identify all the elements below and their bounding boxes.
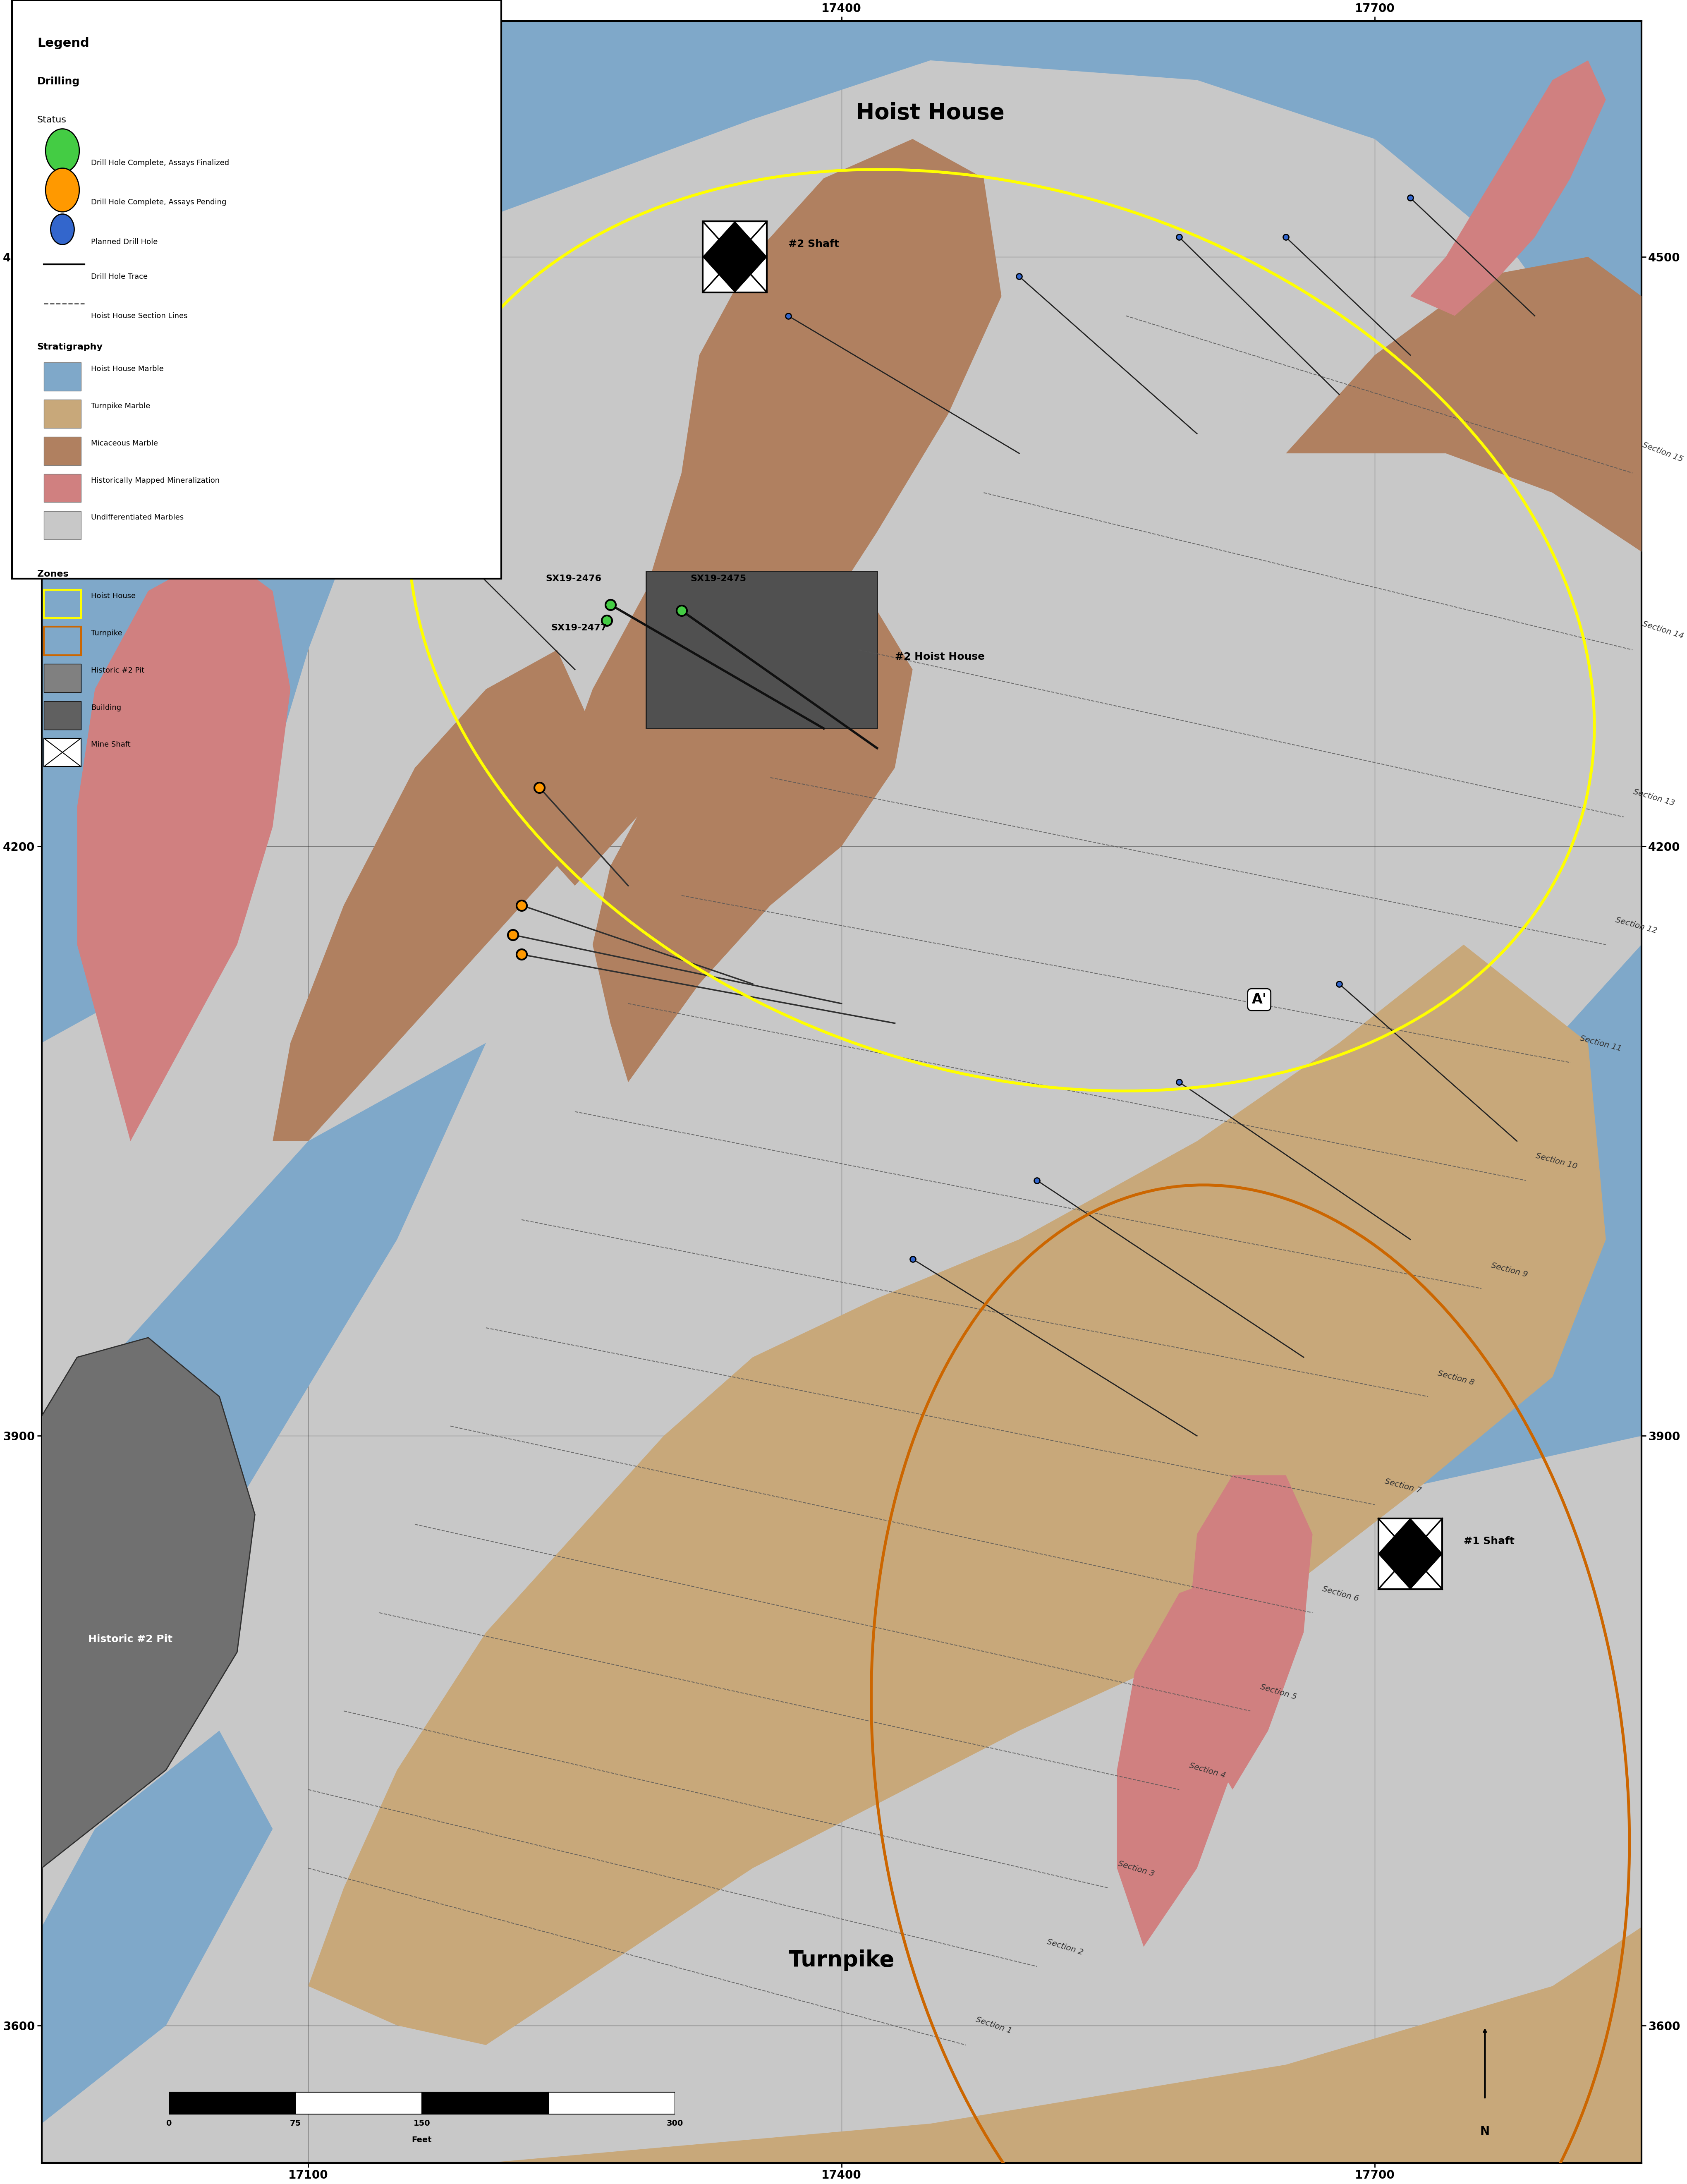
Text: Stratigraphy: Stratigraphy — [37, 343, 103, 352]
Bar — [1378, 1518, 1442, 1590]
Polygon shape — [309, 946, 1606, 2044]
Bar — [169, 2092, 295, 2114]
Bar — [548, 2092, 675, 2114]
Polygon shape — [273, 651, 592, 1140]
Text: Mine Shaft: Mine Shaft — [91, 740, 130, 749]
Text: Drill Hole Trace: Drill Hole Trace — [91, 273, 148, 280]
Text: Planned Drill Hole: Planned Drill Hole — [91, 238, 159, 245]
Polygon shape — [42, 1730, 273, 2123]
Text: Section 5: Section 5 — [1259, 1684, 1297, 1701]
Text: A: A — [435, 463, 447, 476]
Text: Section 15: Section 15 — [1641, 441, 1684, 463]
FancyBboxPatch shape — [646, 572, 877, 729]
Polygon shape — [1285, 258, 1641, 553]
Text: #2 Shaft: #2 Shaft — [788, 240, 838, 249]
Polygon shape — [42, 1337, 255, 1867]
Text: #2 Hoist House: #2 Hoist House — [894, 651, 985, 662]
Text: Section 4: Section 4 — [1188, 1762, 1226, 1780]
Bar — [703, 221, 766, 293]
Text: N: N — [1479, 2125, 1490, 2138]
Text: Turnpike: Turnpike — [788, 1950, 894, 1970]
Text: Section 14: Section 14 — [1641, 620, 1684, 640]
Text: #1 Shaft: #1 Shaft — [1463, 1535, 1515, 1546]
Text: Section 2: Section 2 — [1046, 1937, 1085, 1957]
Polygon shape — [486, 1926, 1641, 2162]
Text: SX19-2476: SX19-2476 — [545, 574, 601, 583]
Text: Turnpike Marble: Turnpike Marble — [91, 402, 150, 411]
Text: Section 10: Section 10 — [1535, 1151, 1577, 1171]
Text: Section 11: Section 11 — [1579, 1035, 1623, 1053]
Text: Historic #2 Pit: Historic #2 Pit — [91, 666, 145, 675]
Polygon shape — [42, 22, 1641, 1044]
Text: Section 3: Section 3 — [1117, 1859, 1156, 1878]
Text: 75: 75 — [290, 2118, 300, 2127]
Polygon shape — [1410, 61, 1606, 317]
Text: Legend: Legend — [37, 37, 89, 48]
Text: Section 9: Section 9 — [1490, 1262, 1528, 1278]
Text: SX19-2477: SX19-2477 — [552, 625, 607, 631]
Text: Section 12: Section 12 — [1614, 915, 1658, 935]
Polygon shape — [78, 553, 290, 1140]
Text: Section 1: Section 1 — [975, 2016, 1012, 2035]
Polygon shape — [1378, 1518, 1442, 1590]
Text: Historically Mapped Mineralization: Historically Mapped Mineralization — [91, 476, 219, 485]
Text: Zones: Zones — [37, 570, 69, 579]
Text: 150: 150 — [413, 2118, 430, 2127]
Polygon shape — [42, 22, 1641, 2162]
Text: Historic #2 Pit: Historic #2 Pit — [88, 1634, 172, 1645]
Text: Undifferentiated Marbles: Undifferentiated Marbles — [91, 513, 184, 522]
Bar — [422, 2092, 548, 2114]
Text: Hoist House: Hoist House — [91, 592, 137, 601]
Text: Status: Status — [37, 116, 66, 124]
Polygon shape — [42, 1455, 165, 1828]
Text: Drill Hole Complete, Assays Finalized: Drill Hole Complete, Assays Finalized — [91, 159, 229, 166]
Polygon shape — [42, 1044, 486, 1631]
Text: Drill Hole Complete, Assays Pending: Drill Hole Complete, Assays Pending — [91, 199, 226, 205]
Text: Section 8: Section 8 — [1437, 1369, 1474, 1387]
Polygon shape — [540, 140, 1000, 887]
Text: Section 13: Section 13 — [1631, 788, 1675, 808]
Text: Section 6: Section 6 — [1321, 1586, 1360, 1603]
Bar — [295, 2092, 422, 2114]
Text: Hoist House Section Lines: Hoist House Section Lines — [91, 312, 187, 319]
Text: A': A' — [1252, 994, 1267, 1007]
Text: Building: Building — [91, 703, 121, 712]
Text: Hoist House: Hoist House — [855, 103, 1004, 124]
Polygon shape — [930, 946, 1641, 1533]
Text: Drilling: Drilling — [37, 76, 79, 87]
Text: Micaceous Marble: Micaceous Marble — [91, 439, 159, 448]
Text: SX19-2475: SX19-2475 — [690, 574, 746, 583]
Text: Feet: Feet — [412, 2136, 432, 2145]
Polygon shape — [1117, 1572, 1250, 1946]
Polygon shape — [592, 612, 913, 1083]
Text: Turnpike: Turnpike — [91, 629, 123, 638]
Text: 0: 0 — [165, 2118, 172, 2127]
Text: Section 7: Section 7 — [1383, 1476, 1422, 1494]
Polygon shape — [703, 221, 766, 293]
Polygon shape — [1188, 1474, 1312, 1789]
Text: Hoist House Marble: Hoist House Marble — [91, 365, 164, 373]
Text: 300: 300 — [666, 2118, 683, 2127]
